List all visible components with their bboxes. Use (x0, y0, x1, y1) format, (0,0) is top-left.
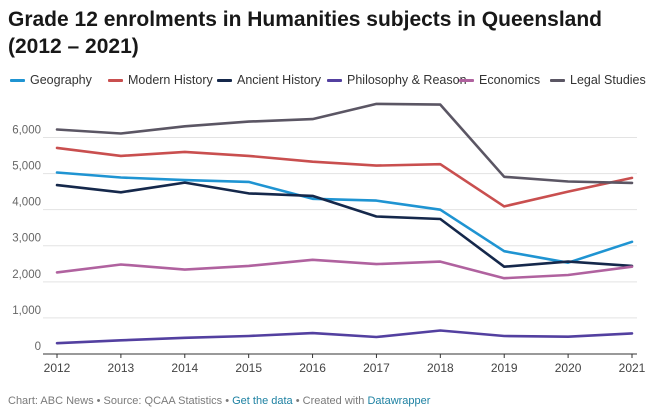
legend-swatch (108, 78, 123, 82)
footer-credit-text: Chart: ABC News • Source: QCAA Statistic… (8, 395, 230, 407)
y-tick-label: 2,000 (12, 269, 41, 281)
x-tick-label: 2014 (171, 361, 198, 375)
legend-swatch (550, 78, 565, 82)
x-tick-label: 2018 (427, 361, 454, 375)
y-tick-label: 4,000 (12, 197, 41, 209)
legend-item-5: Legal Studies (550, 73, 646, 87)
series-line-5 (55, 102, 634, 185)
series-line-1 (55, 146, 634, 208)
y-tick-label: 1,000 (12, 305, 41, 317)
chart-legend: Geography Modern History Ancient History Ph… (10, 73, 660, 93)
x-tick-label: 2016 (299, 361, 326, 375)
legend-item-3: Philosophy & Reason (327, 73, 467, 87)
legend-label: Modern History (128, 73, 213, 87)
y-tick-label: 3,000 (12, 233, 41, 245)
chart-title-line-2: (2012 – 2021) (8, 35, 139, 58)
legend-item-1: Modern History (108, 73, 213, 87)
legend-swatch (217, 78, 232, 82)
legend-swatch (327, 78, 342, 82)
chart-title-line-1: Grade 12 enrolments in Humanities subjec… (8, 8, 602, 31)
x-tick-label: 2012 (44, 361, 71, 375)
legend-item-2: Ancient History (217, 73, 321, 87)
x-tick-label: 2021 (619, 361, 646, 375)
series-line-0 (55, 171, 634, 265)
y-axis-tick-labels: 0 1,000 2,000 3,000 4,000 5,000 6,000 (12, 124, 41, 353)
y-tick-label: 5,000 (12, 161, 41, 173)
y-tick-label: 6,000 (12, 124, 41, 136)
legend-swatch (10, 78, 25, 82)
get-the-data-link[interactable]: Get the data (232, 395, 293, 407)
footer-created-with-text: • Created with (295, 395, 365, 407)
legend-item-4: Economics (459, 73, 540, 87)
series-line-2 (55, 181, 634, 269)
x-tick-label: 2017 (363, 361, 390, 375)
legend-label: Geography (30, 73, 92, 87)
legend-label: Ancient History (237, 73, 322, 87)
x-tick-label: 2013 (108, 361, 135, 375)
x-tick-label: 2019 (491, 361, 518, 375)
chart-series-lines (55, 102, 634, 345)
x-axis-tick-labels: 2012 2013 2014 2015 2016 2017 2018 2019 2020 2021 (44, 354, 646, 375)
chart-footer: Chart: ABC News • Source: QCAA Statistic… (8, 395, 430, 407)
chart-gridlines (43, 136, 637, 355)
x-tick-label: 2015 (235, 361, 262, 375)
series-line-3 (55, 329, 634, 345)
line-chart: 0 1,000 2,000 3,000 4,000 5,000 6,000 2012 2013… (12, 102, 646, 375)
series-line-4 (55, 258, 634, 280)
legend-label: Philosophy & Reason (347, 73, 467, 87)
legend-item-0: Geography (10, 73, 92, 87)
chart-title: Grade 12 enrolments in Humanities subjec… (8, 6, 648, 60)
legend-label: Economics (479, 73, 541, 87)
datawrapper-link[interactable]: Datawrapper (367, 395, 431, 407)
legend-swatch (459, 78, 474, 82)
y-tick-label: 0 (35, 341, 41, 353)
x-tick-label: 2020 (555, 361, 582, 375)
legend-label: Legal Studies (570, 73, 646, 87)
